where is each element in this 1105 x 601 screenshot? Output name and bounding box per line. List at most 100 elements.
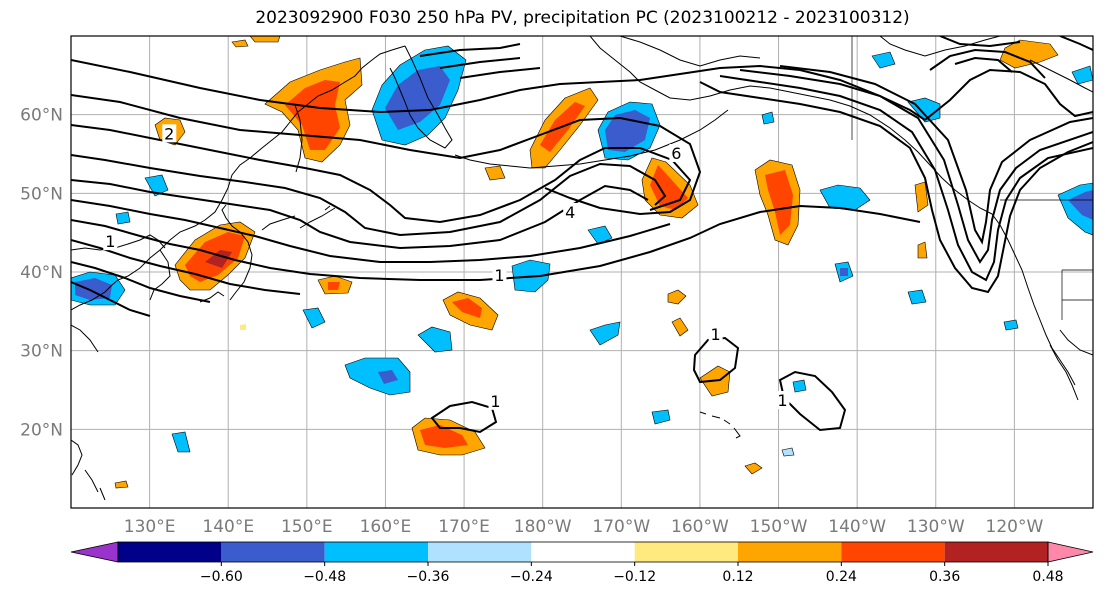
contour-label: 1 — [711, 325, 721, 344]
precip-positive-area — [744, 462, 763, 475]
contour-label-backdrop — [563, 203, 578, 221]
precip-positive-core — [650, 165, 688, 210]
precip-negative-core — [605, 110, 650, 152]
latitude-label: 40°N — [20, 263, 63, 283]
pv-contour — [779, 65, 1093, 245]
pv-contour — [954, 56, 1013, 73]
colorbar-extend-high — [1047, 541, 1094, 563]
longitude-label: 150°W — [750, 517, 808, 537]
precip-positive-area — [671, 317, 689, 337]
coastline-kamchatka — [389, 45, 453, 149]
contour-label: 1 — [105, 232, 115, 251]
colorbar-swatch — [634, 542, 738, 562]
precip-negative-area — [344, 357, 411, 396]
contour-label-backdrop — [103, 232, 118, 251]
precip-negative-core — [75, 278, 112, 300]
precip-positive-core — [328, 282, 340, 290]
longitude-label: 160°E — [360, 517, 412, 537]
pv-contour — [699, 81, 1093, 294]
precip-anomaly-shading — [71, 36, 1093, 489]
precip-negative-area — [589, 321, 621, 346]
precip-positive-area — [914, 181, 929, 213]
contour-label: 6 — [671, 144, 681, 163]
precip-negative-area — [144, 174, 169, 197]
pv-contour — [71, 124, 692, 224]
precip-negative-area — [761, 111, 775, 125]
coastline-alaska — [589, 36, 993, 215]
precip-positive-area — [231, 39, 249, 48]
latitude-labels: 60°N 50°N 40°N 30°N 20°N — [20, 106, 63, 441]
coastline-aleutians — [454, 109, 729, 169]
pv-contour — [430, 400, 498, 434]
colorbar-extend-low — [70, 541, 119, 563]
latitude-label: 60°N — [20, 106, 63, 126]
colorbar: −0.60 −0.48 −0.36 −0.24 −0.12 0.12 0.24 0.36 0.4… — [70, 541, 1094, 585]
precip-negative-area — [651, 409, 671, 425]
longitude-label: 140°E — [202, 517, 254, 537]
precip-negative-area — [1071, 65, 1093, 85]
longitude-label: 170°E — [438, 517, 490, 537]
precip-positive-area — [249, 36, 281, 43]
contour-label: 4 — [565, 203, 575, 222]
pv-contour — [71, 179, 649, 250]
precip-positive-area — [114, 480, 129, 489]
longitude-label: 130°W — [907, 517, 965, 537]
pv-contour — [739, 69, 1093, 264]
coastline-hawaii — [699, 411, 741, 439]
colorbar-swatch — [324, 542, 428, 562]
colorbar-swatch — [738, 542, 842, 562]
colorbar-swatch — [428, 542, 532, 562]
precip-negative-area — [417, 326, 453, 353]
longitude-label: 180°W — [514, 517, 572, 537]
colorbar-swatch — [944, 542, 1048, 562]
contour-label-backdrop — [669, 144, 684, 162]
precip-negative-core — [385, 66, 450, 130]
map-panel: 1 1 1 1 1 2 4 6 — [70, 35, 1094, 509]
longitude-label: 170°W — [592, 517, 650, 537]
longitude-label: 160°W — [671, 517, 729, 537]
longitude-label: 150°E — [281, 517, 333, 537]
colorbar-tick-label: −0.36 — [407, 569, 450, 585]
precip-negative-area — [871, 51, 896, 69]
colorbar-tick-label: 0.48 — [1032, 569, 1063, 585]
colorbar-tick-label: −0.12 — [613, 569, 656, 585]
map-frame — [70, 35, 1094, 509]
coastline-north-america-west — [991, 213, 1076, 386]
colorbar-outline — [117, 541, 1049, 563]
precip-negative-area — [302, 307, 326, 329]
pv-contour — [71, 199, 671, 263]
precip-negative-area — [115, 211, 131, 225]
precip-positive-area — [240, 324, 246, 330]
precip-positive-peak — [205, 250, 232, 268]
pv-contour — [71, 154, 667, 237]
precip-negative-area — [171, 431, 191, 453]
coastline-arctic — [619, 36, 1093, 93]
pv-contour — [929, 48, 1046, 79]
precip-negative-core — [1068, 190, 1093, 220]
latitude-label: 30°N — [20, 342, 63, 362]
contour-label-backdrop — [708, 324, 723, 343]
contour-label: 2 — [164, 124, 174, 143]
colorbar-swatch — [841, 542, 945, 562]
colorbar-swatch — [221, 542, 325, 562]
pv-contour — [778, 370, 847, 432]
colorbar-swatch — [118, 542, 222, 562]
contour-label-backdrop — [492, 265, 507, 284]
pv-contour — [71, 59, 926, 121]
pv-contour — [939, 36, 1093, 51]
coastline-philippines — [71, 439, 106, 501]
precip-positive-area — [999, 39, 1059, 69]
longitude-label: 130°E — [124, 517, 176, 537]
precip-negative-area — [1003, 319, 1019, 331]
precip-negative-area — [781, 447, 795, 457]
longitude-label: 140°W — [828, 517, 886, 537]
pv-contour — [71, 94, 702, 216]
contour-label: 1 — [490, 392, 500, 411]
precip-positive-core — [452, 298, 482, 318]
precip-positive-area — [484, 165, 506, 181]
precip-negative-area — [907, 289, 927, 305]
precip-positive-core — [285, 80, 340, 150]
pv-contour — [924, 68, 1093, 121]
contour-label: 1 — [494, 266, 504, 285]
coastline-asia-inland — [71, 234, 166, 353]
